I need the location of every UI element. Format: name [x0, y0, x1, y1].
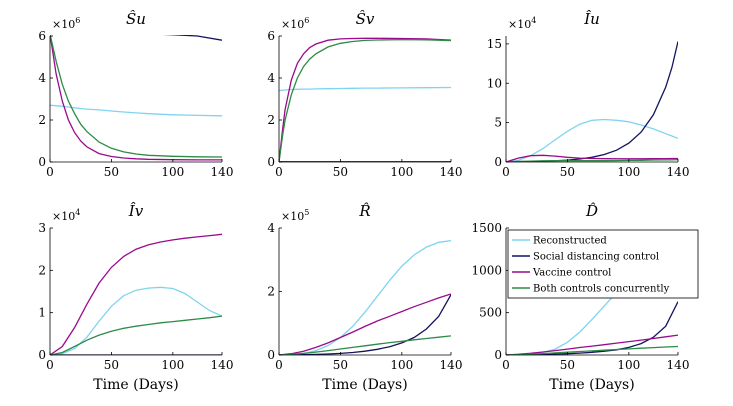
x-tick-label: 140: [211, 358, 234, 372]
legend: Reconstructed Social distancing control Va…: [507, 229, 699, 299]
x-axis-label: Time (Days): [549, 377, 634, 393]
legend-entry: Social distancing control: [533, 252, 659, 263]
series-line-both-controls-concurrently: [50, 315, 222, 355]
chart-panel-2: 0 50 100 140 0 2 4 6 ×106 Ŝv: [267, 10, 462, 179]
series-line-social-distancing-control: [506, 41, 678, 162]
y-tick-label: 1500: [471, 221, 502, 235]
chart-panel-3: 0 50 100 140 0 5 10 15 ×104 Îu: [487, 10, 690, 179]
x-tick-label: 50: [104, 358, 119, 372]
x-tick-label: 0: [502, 165, 510, 179]
y-tick-label: 500: [479, 306, 502, 320]
x-tick-label: 50: [333, 358, 348, 372]
series-line-vaccine-control: [279, 293, 451, 355]
series-line-both-controls-concurrently: [279, 38, 451, 162]
chart-title: D̂: [585, 202, 598, 220]
x-axis-label: Time (Days): [322, 377, 407, 393]
chart-title: Îv: [128, 202, 144, 220]
series-line-social-distancing-control: [162, 35, 222, 41]
series-line-both-controls-concurrently: [506, 158, 678, 162]
x-tick-label: 0: [275, 358, 283, 372]
chart-title: Ŝu: [126, 10, 146, 28]
series-line-vaccine-control: [50, 35, 222, 161]
axis-multiplier: ×104: [508, 16, 536, 31]
chart-panel-5: 0 50 100 140 0 2 4 ×105 R̂ Time (Days): [267, 202, 462, 393]
y-tick-label: 1000: [471, 263, 502, 277]
x-tick-label: 100: [390, 358, 413, 372]
x-tick-label: 140: [211, 165, 234, 179]
x-tick-label: 0: [275, 165, 283, 179]
y-tick-label: 0: [267, 348, 275, 362]
x-tick-label: 100: [390, 165, 413, 179]
x-tick-label: 50: [560, 358, 575, 372]
y-tick-label: 1: [38, 306, 46, 320]
legend-entry: Reconstructed: [533, 236, 607, 247]
series-line-reconstructed: [279, 240, 451, 355]
chart-title: Ŝv: [356, 10, 375, 28]
y-tick-label: 0: [38, 348, 46, 362]
y-tick-label: 6: [38, 29, 46, 43]
x-axis-label: Time (Days): [93, 377, 178, 393]
legend-box: [507, 229, 699, 299]
x-tick-label: 0: [502, 358, 510, 372]
x-tick-label: 50: [560, 165, 575, 179]
y-tick-label: 4: [267, 71, 275, 85]
axis-multiplier: ×106: [281, 16, 309, 31]
y-tick-label: 5: [494, 116, 502, 130]
chart-panel-4: 0 50 100 140 0 1 2 3 ×104 Îv Time (Days): [38, 202, 233, 393]
chart-panel-1: 0 50 100 140 0 2 4 6 ×106 Ŝu: [38, 10, 233, 179]
x-tick-label: 140: [667, 165, 690, 179]
y-tick-label: 0: [267, 155, 275, 169]
axis-multiplier: ×104: [52, 208, 80, 223]
y-tick-label: 4: [38, 71, 46, 85]
x-tick-label: 100: [161, 165, 184, 179]
y-tick-label: 0: [494, 155, 502, 169]
y-tick-label: 10: [487, 76, 502, 90]
series-line-vaccine-control: [279, 37, 451, 162]
chart-title: R̂: [358, 202, 370, 220]
x-tick-label: 140: [440, 165, 463, 179]
y-tick-label: 0: [38, 155, 46, 169]
series-line-vaccine-control: [506, 154, 678, 162]
y-tick-label: 2: [38, 263, 46, 277]
y-tick-label: 4: [267, 221, 275, 235]
x-tick-label: 140: [667, 358, 690, 372]
series-line-reconstructed: [279, 86, 451, 92]
series-line-both-controls-concurrently: [50, 35, 222, 158]
x-tick-label: 100: [161, 358, 184, 372]
chart-panel-6: 0 50 100 140 0 500 1000 1500 D̂ Time (Days): [471, 202, 689, 393]
y-tick-label: 2: [38, 113, 46, 127]
series-line-reconstructed: [50, 286, 222, 355]
x-tick-label: 50: [104, 165, 119, 179]
x-tick-label: 50: [333, 165, 348, 179]
y-tick-label: 2: [267, 113, 275, 127]
series-line-both-controls-concurrently: [279, 335, 451, 355]
series-line-both-controls-concurrently: [506, 345, 678, 355]
series-line-vaccine-control: [50, 233, 222, 355]
axis-multiplier: ×106: [52, 16, 80, 31]
legend-entry: Vaccine control: [532, 268, 611, 279]
y-tick-label: 2: [267, 285, 275, 299]
x-tick-label: 0: [46, 358, 54, 372]
x-tick-label: 0: [46, 165, 54, 179]
y-tick-label: 0: [494, 348, 502, 362]
legend-entry: Both controls concurrently: [533, 284, 670, 295]
x-tick-label: 100: [617, 165, 640, 179]
series-line-reconstructed: [506, 118, 678, 162]
series-line-vaccine-control: [506, 334, 678, 355]
series-line-social-distancing-control: [506, 301, 678, 355]
y-tick-label: 3: [38, 221, 46, 235]
series-line-reconstructed: [50, 104, 222, 117]
y-tick-label: 6: [267, 29, 275, 43]
chart-title: Îu: [583, 10, 600, 28]
x-tick-label: 140: [440, 358, 463, 372]
axis-multiplier: ×105: [281, 208, 309, 223]
y-tick-label: 15: [487, 37, 502, 51]
x-tick-label: 100: [617, 358, 640, 372]
